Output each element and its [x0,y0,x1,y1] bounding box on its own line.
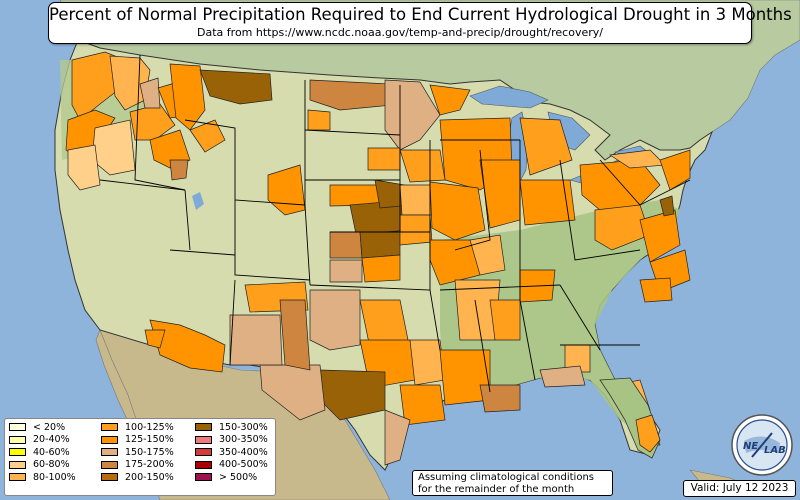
legend-item: 150-300% [195,421,268,434]
legend-swatch [195,460,212,469]
legend-item: > 500% [195,471,268,484]
legend-item: 400-500% [195,459,268,472]
nelab-logo: NE LAB [731,414,793,476]
legend-swatch [195,435,212,444]
logo-slash [751,432,773,458]
legend-swatch [101,423,118,432]
legend-column-1: < 20% 20-40% 40-60% 60-80% 80-100% [9,421,76,484]
legend-item: 300-350% [195,434,268,447]
legend-item: 200-150% [101,471,174,484]
legend-item: 350-400% [195,446,268,459]
legend-swatch [101,473,118,482]
florida-drought [635,414,661,453]
legend: < 20% 20-40% 40-60% 60-80% 80-100% 100-1… [4,418,276,496]
legend-swatch [9,473,26,482]
map-title: Percent of Normal Precipitation Required… [49,5,792,24]
state-borders [99,54,691,393]
logo-text-left: NE [743,441,758,452]
legend-swatch [101,460,118,469]
legend-column-3: 150-300% 300-350% 350-400% 400-500% > 50… [195,421,268,484]
legend-item: 175-200% [101,459,174,472]
note-line-2: for the remainder of the month [418,483,575,495]
legend-swatch [195,448,212,457]
legend-swatch [101,448,118,457]
drought-regions [65,51,691,466]
assumption-note: Assuming climatological conditions for t… [412,470,613,496]
note-line-1: Assuming climatological conditions [418,472,594,483]
legend-item: 60-80% [9,459,76,472]
legend-swatch [195,423,212,432]
title-box: Percent of Normal Precipitation Required… [48,2,792,44]
legend-item: 100-125% [101,421,174,434]
legend-swatch [9,448,26,457]
legend-swatch [101,435,118,444]
legend-column-2: 100-125% 125-150% 150-175% 175-200% 200-… [101,421,174,484]
logo-text-right: LAB [764,445,786,456]
legend-swatch [9,435,26,444]
valid-date: Valid: July 12 2023 [683,480,796,497]
legend-item: 80-100% [9,471,76,484]
legend-item: 125-150% [101,434,174,447]
legend-item: < 20% [9,421,76,434]
legend-swatch [195,473,212,482]
legend-item: 40-60% [9,446,76,459]
lake-superior [469,85,549,109]
great-salt-lake [192,192,204,210]
legend-item: 20-40% [9,434,76,447]
legend-swatch [9,460,26,469]
legend-swatch [9,423,26,432]
legend-item: 150-175% [101,446,174,459]
map-subtitle: Data from https://www.ncdc.noaa.gov/temp… [197,26,603,39]
